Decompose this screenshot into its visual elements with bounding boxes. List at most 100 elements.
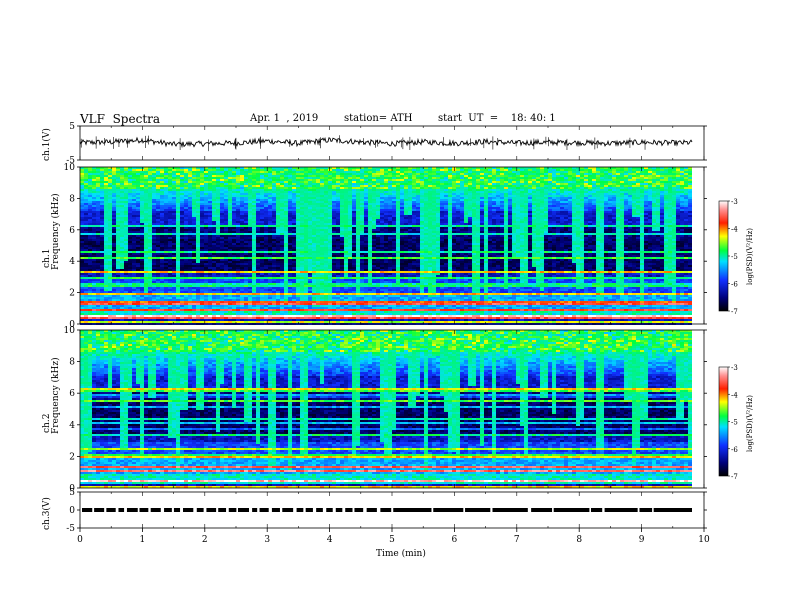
ch1-spectrogram-cell	[196, 189, 200, 191]
ch1-spectrogram-cell	[596, 175, 600, 177]
ch1-spectrogram-cell	[188, 177, 192, 179]
ch1-spectrogram-cell	[284, 223, 288, 225]
ch1-spectrogram-cell	[632, 173, 636, 175]
ch1-spectrogram-cell	[376, 211, 380, 213]
ch1-spectrogram-cell	[560, 229, 564, 231]
ch1-spectrogram-cell	[164, 205, 168, 207]
ch1-spectrogram-cell	[252, 195, 256, 197]
ch1-spectrogram-cell	[660, 181, 664, 183]
ch1-spectrogram-cell	[436, 205, 440, 207]
ch1-spectrogram-cell	[640, 215, 644, 217]
ch1-spectrogram-cell	[568, 199, 572, 201]
ch1-spectrogram-cell	[252, 185, 256, 187]
ch1-spectrogram-cell	[560, 169, 564, 171]
ch1-spectrogram-cell	[676, 225, 680, 227]
ch1-spectrogram-cell	[268, 213, 272, 215]
ch1-spectrogram-cell	[184, 219, 188, 221]
ch1-spectrogram-cell	[608, 171, 612, 173]
ch1-spectrogram-cell	[264, 173, 268, 175]
ch1-spectrogram-cell	[552, 211, 556, 213]
ch1-spectrogram-cell	[444, 199, 448, 201]
ch1-spectrogram-cell	[480, 179, 484, 181]
ch1-spectrogram-cell	[408, 203, 412, 205]
ch1-spectrogram-cell	[660, 229, 664, 231]
ch1-spectrogram-cell	[624, 181, 628, 183]
ch1-spectrogram-cell	[316, 167, 320, 169]
ch1-spectrogram-cell	[552, 217, 556, 219]
ch1-spectrogram-cell	[540, 211, 544, 213]
ch1-spectrogram-cell	[132, 171, 136, 173]
ch1-spectrogram-cell	[580, 213, 584, 215]
ch1-spectrogram-cell	[96, 217, 100, 219]
ch1-spectrogram-cell	[564, 219, 568, 221]
ch1-spectrogram-cell	[672, 213, 676, 215]
ch1-spectrogram-cell	[344, 205, 348, 207]
ch1-spectrogram-cell	[168, 181, 172, 183]
ch1-spectrogram-cell	[240, 229, 244, 231]
ch1-spectrogram-cell	[528, 181, 532, 183]
ch1-spectrogram-cell	[328, 203, 332, 205]
ch1-spectrogram-cell	[424, 189, 428, 191]
ch1-spectrogram-cell	[348, 215, 352, 217]
ch1-spectrogram-cell	[128, 179, 132, 181]
ch1-spectrogram-cell	[216, 177, 220, 179]
ch1-spectrogram-cell	[628, 211, 632, 213]
ch1-spectrogram-cell	[204, 209, 208, 211]
ch1-spectrogram-cell	[424, 229, 428, 231]
ch1-spectrogram-cell	[532, 213, 536, 215]
ch1-spectrogram-cell	[252, 183, 256, 185]
ch1-spectrogram-cell	[368, 215, 372, 217]
ch1-spectrogram-cell	[440, 195, 444, 197]
ch1-spectrogram-cell	[516, 213, 520, 215]
ch1-spectrogram-cell	[616, 191, 620, 193]
ch1-spectrogram-cell	[636, 193, 640, 195]
ch1-spectrogram-cell	[364, 187, 368, 189]
ch1-spectrogram-cell	[252, 229, 256, 231]
ch1-spectrogram-cell	[604, 187, 608, 189]
ch1-spectrogram-cell	[332, 201, 336, 203]
ch1-spectrogram-cell	[404, 193, 408, 195]
ch1-spectrogram-cell	[100, 179, 104, 181]
ch1-spectrogram-cell	[316, 213, 320, 215]
ch1-spectrogram-cell	[420, 221, 424, 223]
ch1-spectrogram-cell	[472, 217, 476, 219]
ch1-spectrogram-cell	[580, 225, 584, 227]
ch1-spectrogram-cell	[272, 229, 276, 231]
ch1-spectrogram-cell	[516, 209, 520, 211]
ch1-spectrogram-cell	[488, 227, 492, 229]
ch1-spectrogram-cell	[624, 217, 628, 219]
ch1-spectrogram-cell	[420, 225, 424, 227]
ch1-spectrogram-cell	[564, 195, 568, 197]
ch1-spectrogram-cell	[208, 203, 212, 205]
ch1-spectrogram-cell	[672, 211, 676, 213]
ch1-spectrogram-cell	[244, 167, 248, 169]
ch1-spectrogram-cell	[676, 197, 680, 199]
ch1-spectrogram-cell	[264, 223, 268, 225]
ch1-spectrogram-cell	[420, 203, 424, 205]
ch1-spectrogram-cell	[220, 221, 224, 223]
ch1-spectrogram-cell	[656, 203, 660, 205]
ch1-spectrogram-cell	[372, 229, 376, 231]
ch1-spectrogram-cell	[160, 181, 164, 183]
ch1-spectrogram-cell	[400, 191, 404, 193]
ch1-spectrogram-cell	[524, 221, 528, 223]
ch1-spectrogram-cell	[592, 171, 596, 173]
ch1-spectrogram-cell	[396, 189, 400, 191]
ch1-spectrogram-cell	[220, 227, 224, 229]
ch1-spectrogram-cell	[628, 167, 632, 169]
ch1-spectrogram-cell	[268, 189, 272, 191]
ch1-spectrogram-cell	[376, 179, 380, 181]
ch1-spectrogram-cell	[144, 209, 148, 211]
ch1-spectrogram-cell	[544, 223, 548, 225]
ch1-spectrogram-cell	[124, 203, 128, 205]
ch1-spectrogram-cell	[396, 211, 400, 213]
ch1-spectrogram-cell	[652, 191, 656, 193]
ch1-spectrogram-cell	[420, 215, 424, 217]
ch1-spectrogram-cell	[656, 229, 660, 231]
ch1-spectrogram-cell	[624, 205, 628, 207]
ch1-spectrogram-cell	[236, 169, 240, 171]
ch1-spectrogram-cell	[608, 187, 612, 189]
ch1-spectrogram-cell	[276, 167, 280, 169]
ch1-spectrogram-cell	[248, 193, 252, 195]
ch1-spectrogram-cell	[616, 187, 620, 189]
